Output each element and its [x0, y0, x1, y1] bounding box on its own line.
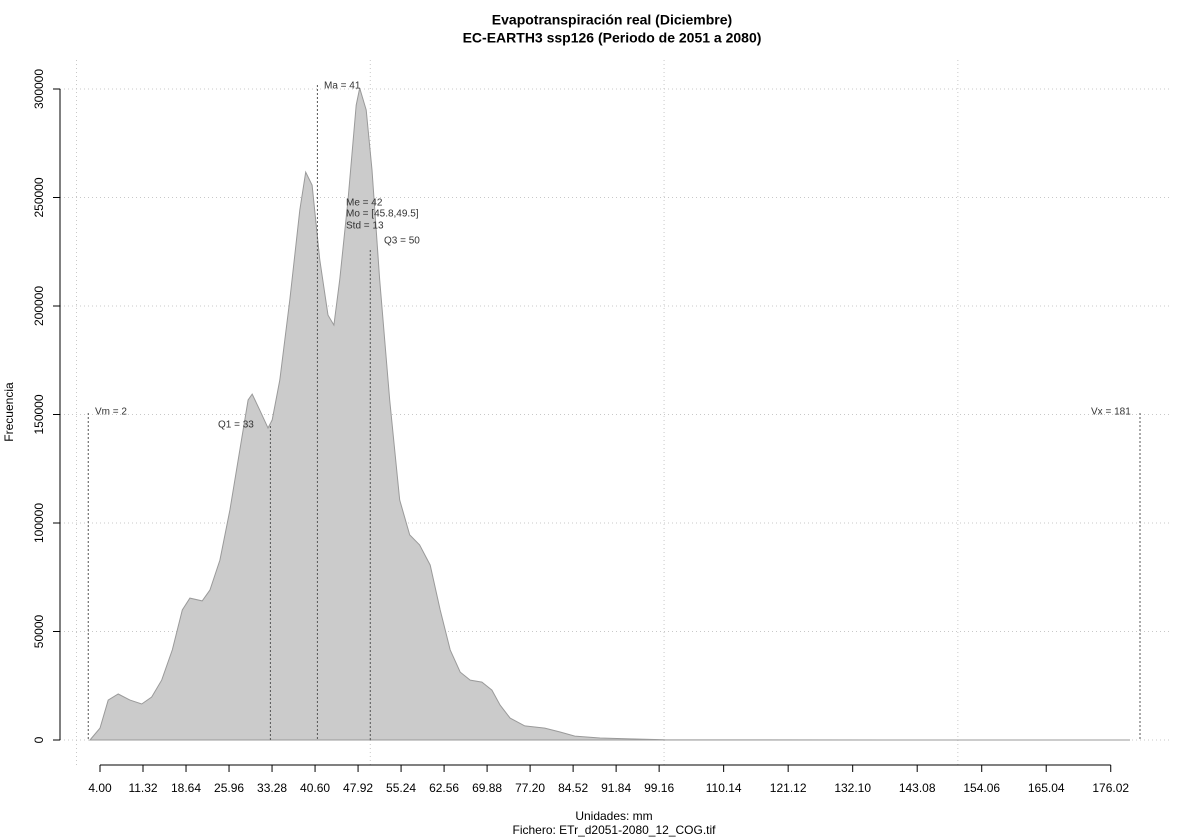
x-tick-label: 154.06	[963, 781, 1000, 795]
x-tick-label: 40.60	[300, 781, 330, 795]
caption: Fichero: ETr_d2051-2080_12_COG.tif	[513, 823, 717, 837]
y-tick-label: 100000	[32, 503, 46, 543]
annotation-label: Vm = 2	[95, 407, 127, 418]
y-tick-label: 300000	[32, 69, 46, 109]
x-tick-label: 62.56	[429, 781, 459, 795]
annotation-label: Me = 42	[346, 198, 383, 209]
annotation-label: Mo = [45.8,49.5]	[346, 209, 419, 220]
density-area	[88, 87, 1130, 741]
annotation-label: Q1 = 33	[218, 420, 254, 431]
x-tick-label: 18.64	[171, 781, 201, 795]
x-tick-label: 165.04	[1028, 781, 1065, 795]
annotation-label: Ma = 41	[324, 81, 361, 92]
y-tick-label: 150000	[32, 394, 46, 434]
annotation-label: Std = 13	[346, 221, 384, 232]
x-tick-label: 47.92	[343, 781, 373, 795]
x-tick-label: 132.10	[834, 781, 871, 795]
y-axis-label: Frecuencia	[2, 382, 16, 442]
x-tick-label: 33.28	[257, 781, 287, 795]
x-tick-label: 110.14	[706, 781, 742, 795]
x-tick-label: 77.20	[515, 781, 545, 795]
x-tick-label: 69.88	[472, 781, 502, 795]
x-tick-label: 84.52	[558, 781, 588, 795]
x-tick-label: 4.00	[88, 781, 112, 795]
x-tick-label: 121.12	[770, 781, 807, 795]
x-tick-label: 99.16	[644, 781, 674, 795]
y-tick-label: 0	[32, 736, 46, 743]
chart-subtitle: EC-EARTH3 ssp126 (Periodo de 2051 a 2080…	[463, 30, 762, 46]
x-tick-label: 91.84	[601, 781, 631, 795]
x-tick-label: 143.08	[899, 781, 936, 795]
y-tick-label: 250000	[32, 177, 46, 217]
chart-title: Evapotranspiración real (Diciembre)	[492, 12, 732, 28]
x-axis-label: Unidades: mm	[575, 809, 652, 823]
x-tick-label: 176.02	[1092, 781, 1129, 795]
annotation-label: Q3 = 50	[384, 236, 420, 247]
annotation-label: Vx = 181	[1091, 407, 1131, 418]
y-tick-label: 50000	[32, 614, 46, 648]
x-tick-label: 55.24	[386, 781, 416, 795]
y-tick-label: 200000	[32, 286, 46, 326]
x-tick-label: 25.96	[214, 781, 244, 795]
x-tick-label: 11.32	[128, 781, 157, 795]
